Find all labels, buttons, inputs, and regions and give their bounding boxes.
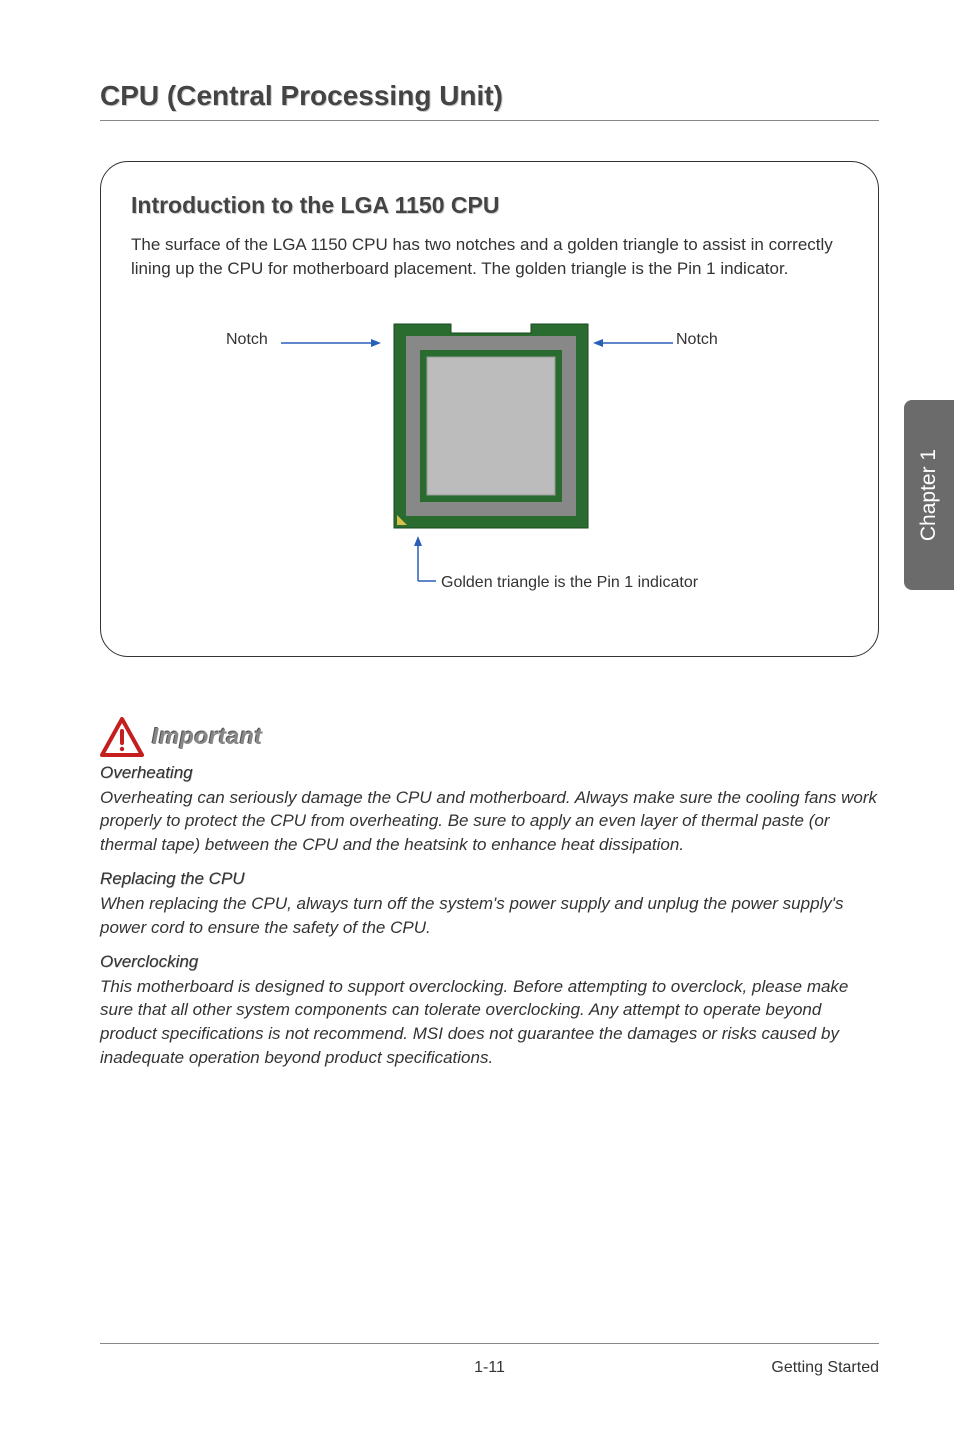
- arrow-left-icon: [281, 338, 381, 348]
- overheating-title: Overheating: [100, 763, 879, 783]
- footer-section: Getting Started: [771, 1359, 879, 1377]
- important-block: Important Overheating Overheating can se…: [100, 717, 879, 1070]
- intro-box: Introduction to the LGA 1150 CPU The sur…: [100, 161, 879, 657]
- overclocking-body: This motherboard is designed to support …: [100, 975, 879, 1070]
- replacing-title: Replacing the CPU: [100, 869, 879, 889]
- page-footer: 1-11 Getting Started: [100, 1343, 879, 1377]
- intro-title: Introduction to the LGA 1150 CPU: [131, 192, 848, 219]
- section-title: CPU (Central Processing Unit): [100, 80, 879, 121]
- important-header: Important: [100, 717, 879, 757]
- overheating-body: Overheating can seriously damage the CPU…: [100, 786, 879, 857]
- chapter-tab-label: Chapter 1: [917, 449, 941, 541]
- overclocking-title: Overclocking: [100, 952, 879, 972]
- replacing-body: When replacing the CPU, always turn off …: [100, 892, 879, 940]
- pin1-arrow-icon: [406, 536, 436, 586]
- cpu-icon: [391, 321, 591, 531]
- pin1-label: Golden triangle is the Pin 1 indicator: [441, 574, 698, 592]
- warning-icon: [100, 717, 144, 757]
- important-label: Important: [152, 723, 263, 750]
- page-number: 1-11: [474, 1359, 505, 1377]
- notch-label-right: Notch: [676, 331, 718, 349]
- chapter-tab: Chapter 1: [904, 400, 954, 590]
- notch-label-left: Notch: [226, 331, 268, 349]
- intro-text: The surface of the LGA 1150 CPU has two …: [131, 233, 848, 281]
- cpu-diagram: Notch Notch Golden triangle is the Pin 1: [131, 321, 848, 621]
- arrow-right-icon: [593, 338, 673, 348]
